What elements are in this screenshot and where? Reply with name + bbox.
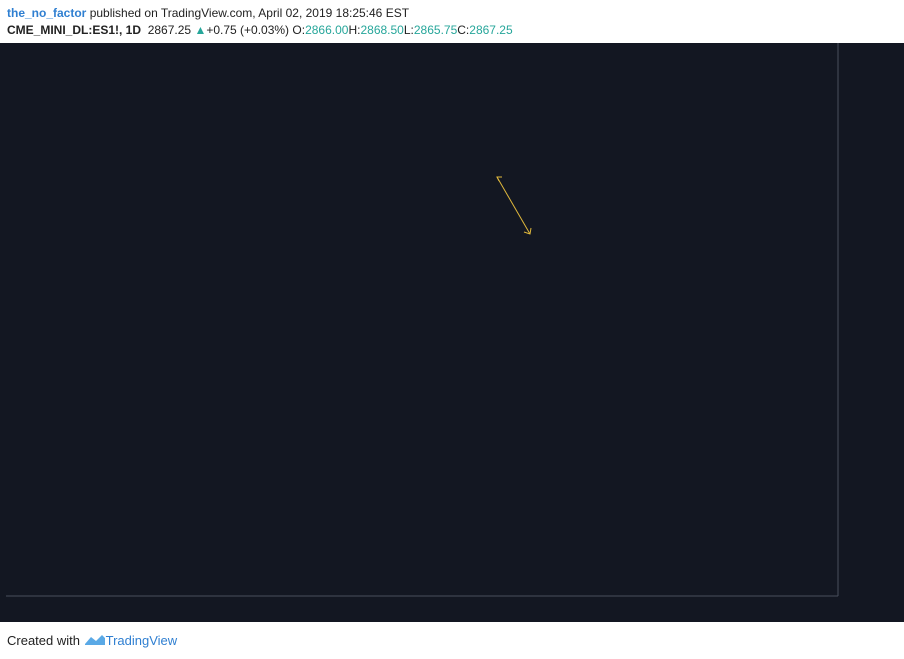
chart-background [0, 43, 904, 622]
ohlc: O:2866.00H:2868.50L:2865.75C:2867.25 [292, 23, 512, 37]
quote-line: CME_MINI_DL:ES1!, 1D 2867.25 ▲+0.75 (+0.… [7, 22, 513, 39]
ohlc-value: 2867.25 [469, 23, 513, 37]
publish-line: the_no_factor published on TradingView.c… [7, 5, 513, 22]
symbol: CME_MINI_DL:ES1!, 1D [7, 23, 142, 37]
ohlc-key: H: [348, 23, 361, 37]
arrow: ▲ [194, 23, 207, 37]
brand[interactable]: TradingView [105, 633, 178, 648]
arrow-head [523, 227, 532, 235]
ohlc-value: 2868.50 [360, 23, 404, 37]
ohlc-value: 2865.75 [413, 23, 458, 37]
drawings [496, 176, 532, 235]
created-with: Created with [7, 633, 80, 648]
ohlc-key: C: [457, 23, 470, 37]
published: published on TradingView.com, April 02, … [89, 6, 410, 20]
header: the_no_factor published on TradingView.c… [7, 5, 513, 39]
ohlc-key: O: [292, 23, 306, 37]
logo [84, 635, 105, 645]
arrow-line [496, 176, 531, 235]
change: +0.75 (+0.03%) [206, 23, 290, 37]
chart [0, 43, 904, 622]
author[interactable]: the_no_factor [7, 6, 87, 20]
footer: Created with TradingView [7, 633, 177, 648]
ohlc-key: L: [403, 23, 414, 37]
last: 2867.25 [147, 23, 192, 37]
arrow-tail [496, 176, 502, 182]
ohlc-value: 2866.00 [305, 23, 349, 37]
